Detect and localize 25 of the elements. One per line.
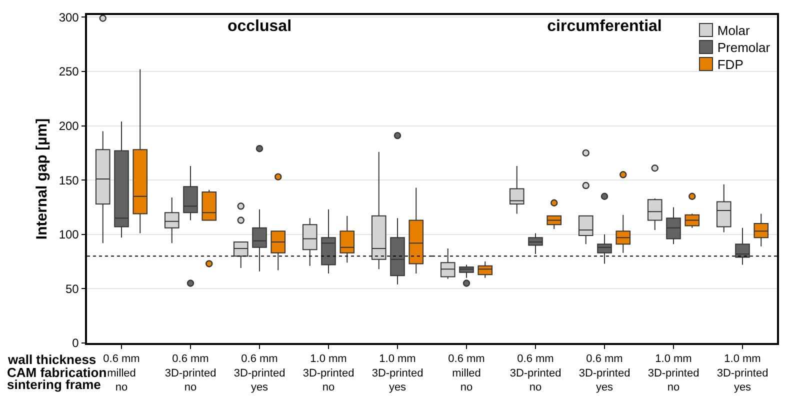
y-tick-label: 300	[58, 10, 80, 24]
y-tick-label: 0	[72, 336, 80, 350]
x-tick-label: 0.6 mm 3D-printed yes	[578, 352, 630, 394]
x-tick-label: 1.0 mm 3D-printed no	[302, 352, 354, 394]
chart-title: circumferential	[547, 18, 662, 36]
y-tick-label: 250	[58, 64, 80, 79]
x-tick-label: 0.6 mm 3D-printed yes	[234, 352, 286, 394]
y-tick-label: 200	[58, 118, 80, 133]
x-tick-label: 0.6 mm 3D-printed no	[164, 352, 216, 394]
y-axis-title: Internal gap [µm]	[34, 118, 51, 240]
chart-title: occlusal	[227, 18, 292, 36]
legend-label: Molar	[717, 22, 750, 39]
y-tick-label: 50	[65, 282, 80, 296]
y-tick-label: 100	[58, 228, 80, 242]
x-tick-label: 1.0 mm 3D-printed yes	[372, 352, 424, 394]
x-tick-label: 0.6 mm milled no	[448, 352, 485, 394]
text: sintering frame	[7, 377, 101, 392]
x-tick-label: 1.0 mm 3D-printed yes	[716, 352, 768, 394]
legend-label: FDP	[717, 56, 744, 73]
text: CAM fabrication	[7, 365, 107, 380]
y-tick-label: 150	[58, 173, 80, 188]
legend-label: Premolar	[717, 38, 770, 56]
x-tick-label: 1.0 mm 3D-printed no	[648, 352, 700, 394]
x-tick-label: 0.6 mm 3D-printed no	[510, 352, 562, 394]
text: wall thickness	[7, 352, 96, 367]
